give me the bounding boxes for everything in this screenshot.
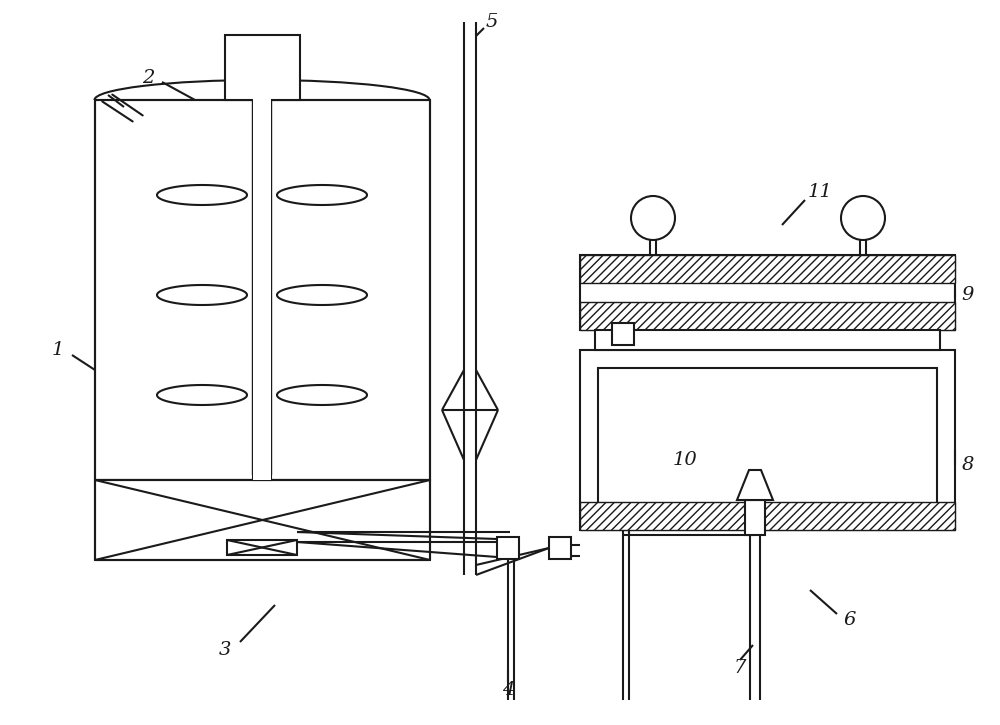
Polygon shape <box>157 185 247 205</box>
Polygon shape <box>157 285 247 305</box>
Bar <box>580 255 955 283</box>
Text: 10: 10 <box>673 451 697 469</box>
Bar <box>612 323 634 345</box>
Text: 1: 1 <box>52 341 64 359</box>
Bar <box>225 35 300 100</box>
Polygon shape <box>157 385 247 405</box>
Bar <box>95 100 430 480</box>
Text: 3: 3 <box>219 641 231 659</box>
Text: 9: 9 <box>962 286 974 304</box>
Ellipse shape <box>841 196 885 240</box>
Text: 6: 6 <box>844 611 856 629</box>
Text: 8: 8 <box>962 456 974 474</box>
Polygon shape <box>737 470 773 500</box>
Bar <box>580 502 955 530</box>
Bar <box>95 480 430 560</box>
Bar <box>253 38 271 480</box>
Polygon shape <box>277 385 367 405</box>
Bar <box>580 302 955 330</box>
Text: 11: 11 <box>808 183 832 201</box>
Bar <box>227 540 297 555</box>
Bar <box>497 537 519 559</box>
Polygon shape <box>277 185 367 205</box>
Ellipse shape <box>631 196 675 240</box>
Bar <box>595 330 940 350</box>
Text: 4: 4 <box>502 681 514 699</box>
Bar <box>549 537 571 559</box>
Text: 7: 7 <box>734 659 746 677</box>
Text: 2: 2 <box>142 69 154 87</box>
Bar <box>598 368 937 512</box>
Polygon shape <box>277 285 367 305</box>
Bar <box>745 500 765 535</box>
Bar <box>580 255 955 330</box>
Text: 5: 5 <box>486 13 498 31</box>
Bar <box>253 38 271 480</box>
Bar <box>580 350 955 530</box>
